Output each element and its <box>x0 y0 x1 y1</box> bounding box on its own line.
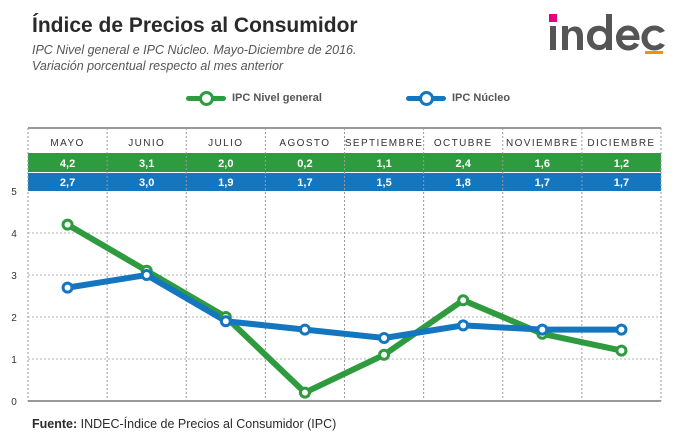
x-tick-label: MAYO <box>50 138 84 149</box>
data-point-nucleo <box>219 315 232 328</box>
data-label: 1,2 <box>614 158 629 170</box>
data-point-nucleo <box>298 323 311 336</box>
source-label: Fuente: <box>32 417 78 431</box>
data-label: 2,0 <box>218 158 233 170</box>
data-label: 3,0 <box>139 177 154 189</box>
data-label: 2,7 <box>60 177 75 189</box>
y-tick-label: 5 <box>11 187 17 198</box>
x-tick-label: NOVIEMBRE <box>506 138 579 149</box>
data-label: 2,4 <box>456 158 472 170</box>
data-label: 0,2 <box>297 158 312 170</box>
data-label: 3,1 <box>139 158 154 170</box>
data-label: 1,6 <box>535 158 550 170</box>
y-tick-label: 1 <box>11 355 17 366</box>
data-label: 1,8 <box>456 177 471 189</box>
data-point-nucleo <box>61 281 74 294</box>
data-label: 1,7 <box>614 177 629 189</box>
chart-subtitle: IPC Nivel general e IPC Núcleo. Mayo-Dic… <box>32 43 357 57</box>
data-point-nucleo <box>378 332 391 344</box>
legend-swatch-nivel-general <box>186 91 226 106</box>
x-tick-label: JULIO <box>208 138 243 149</box>
data-point-nucleo <box>457 319 470 332</box>
data-point-nivel-general <box>61 218 74 231</box>
data-label: 1,7 <box>535 177 550 189</box>
data-point-nivel-general <box>378 348 391 361</box>
data-point-nucleo <box>536 323 549 336</box>
data-point-nucleo <box>615 323 628 336</box>
x-tick-label: AGOSTO <box>279 138 330 149</box>
x-tick-label: JUNIO <box>128 138 165 149</box>
x-tick-label: DICIEMBRE <box>587 138 655 149</box>
source-note: Fuente: INDEC-Índice de Precios al Consu… <box>32 417 336 431</box>
indec-logo-mark <box>549 14 665 54</box>
y-tick-label: 2 <box>11 313 17 324</box>
legend-label: IPC Núcleo <box>452 92 511 104</box>
legend-item-nucleo: IPC Núcleo <box>406 91 511 106</box>
data-label: 4,2 <box>60 158 75 170</box>
data-label: 1,1 <box>376 158 391 170</box>
data-point-nivel-general <box>457 294 470 307</box>
data-label: 1,9 <box>218 177 233 189</box>
x-tick-label: SEPTIEMBRE <box>345 138 423 149</box>
data-label: 1,7 <box>297 177 312 189</box>
legend-item-nivel-general: IPC Nivel general <box>186 91 322 106</box>
y-tick-label: 0 <box>11 397 17 408</box>
source-text: INDEC-Índice de Precios al Consumidor (I… <box>77 417 337 431</box>
data-point-nivel-general <box>298 386 311 399</box>
y-tick-label: 4 <box>11 229 17 240</box>
indec-logo <box>548 10 666 61</box>
legend-label: IPC Nivel general <box>232 92 322 104</box>
data-point-nivel-general <box>615 344 628 357</box>
chart-subtitle-2: Variación porcentual respecto al mes ant… <box>32 59 284 73</box>
y-tick-label: 3 <box>11 271 17 282</box>
legend-swatch-nucleo <box>406 91 446 106</box>
chart-title: Índice de Precios al Consumidor <box>32 14 358 37</box>
data-label: 1,5 <box>376 177 391 189</box>
x-tick-label: OCTUBRE <box>434 138 493 149</box>
series-line-nucleo <box>64 272 625 341</box>
data-point-nucleo <box>140 269 153 281</box>
